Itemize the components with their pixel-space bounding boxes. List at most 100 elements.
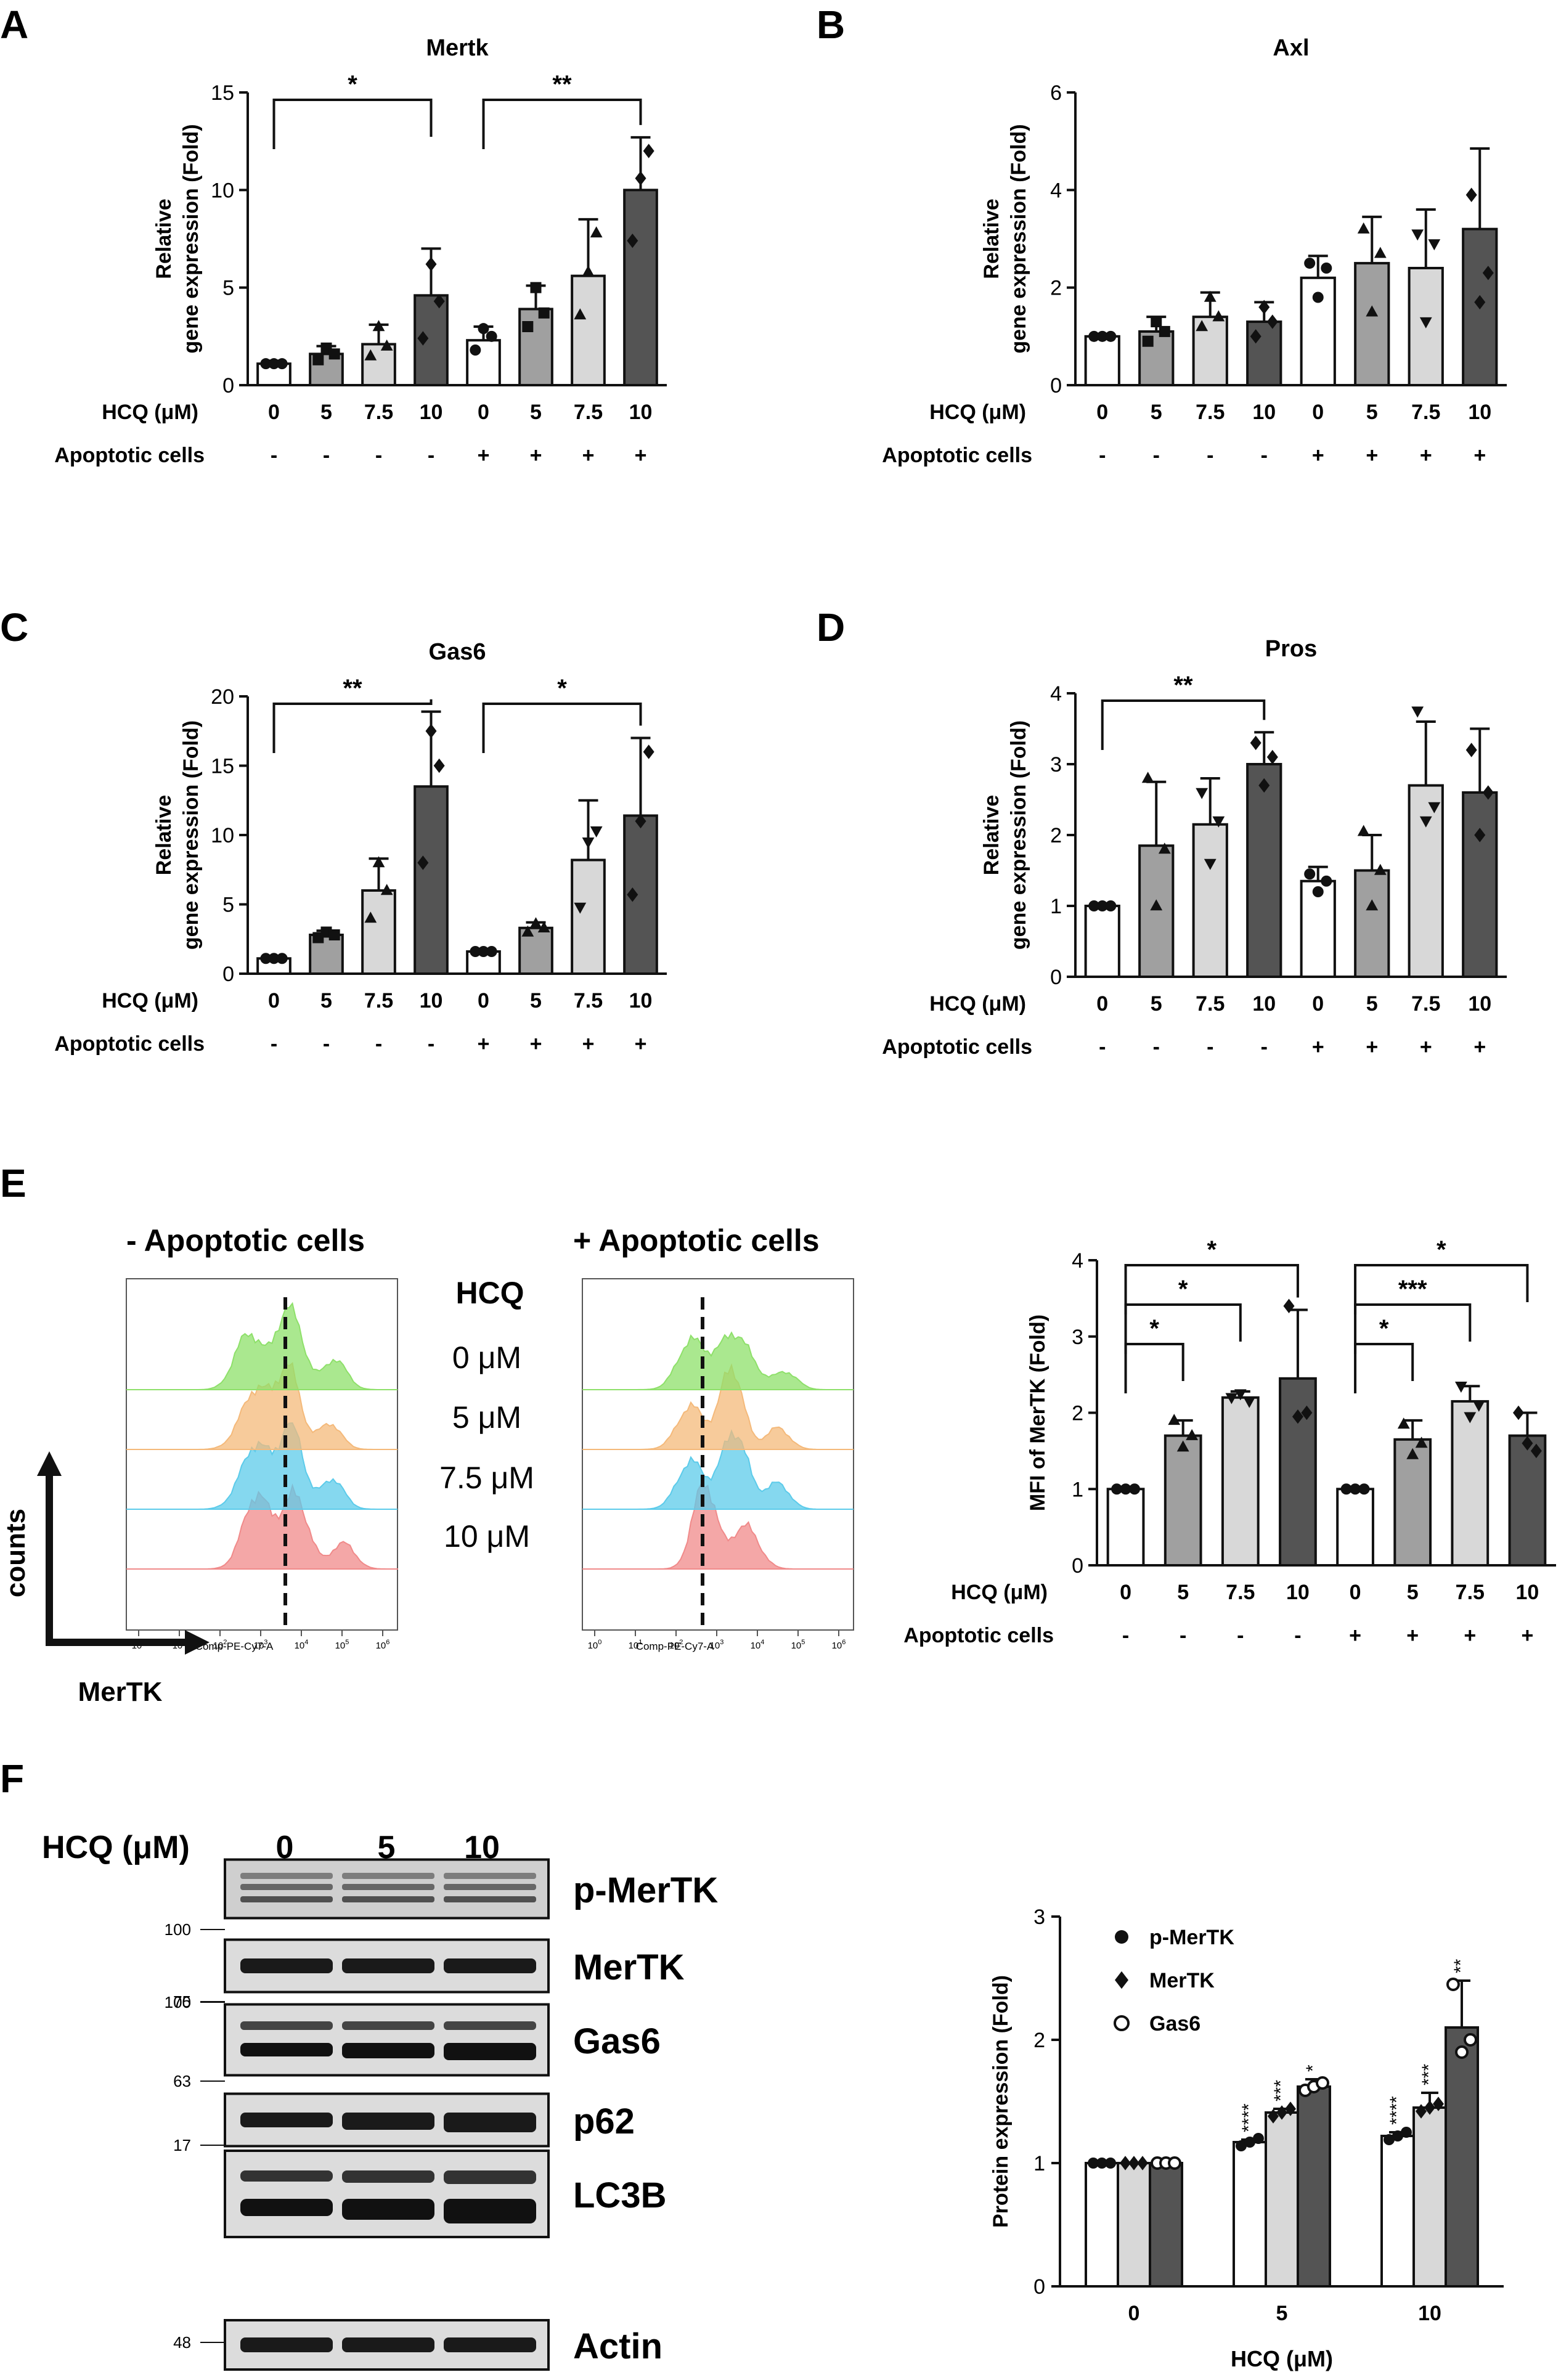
apoptotic-sign: + xyxy=(1349,1624,1361,1647)
blot-band xyxy=(240,1896,333,1902)
y-tick-label: 15 xyxy=(211,755,234,778)
data-point xyxy=(268,358,280,370)
flow-tick-exponent: 3 xyxy=(720,1639,723,1646)
data-point xyxy=(1397,1417,1410,1429)
significance-stars: *** xyxy=(1271,2080,1291,2101)
bar xyxy=(466,339,501,387)
data-point xyxy=(1096,2158,1107,2169)
chart-gas6: Gas6 0 5 10 15 20 Relative gene expression (Fol… xyxy=(54,639,667,1056)
data-point xyxy=(364,911,377,923)
chart-title: Axl xyxy=(1273,35,1309,61)
y-axis-label: gene expression (Fold) xyxy=(1007,720,1030,950)
blot-band xyxy=(240,2043,333,2056)
x-tick-label: 10 xyxy=(1286,1581,1310,1604)
blot-band xyxy=(342,2113,434,2130)
data-point xyxy=(635,171,646,186)
data-point xyxy=(1150,899,1163,911)
bar xyxy=(1233,2141,1267,2288)
hcq-row-label: HCQ (μM) xyxy=(929,401,1026,424)
data-point xyxy=(1168,2156,1181,2170)
significance-bracket xyxy=(272,99,433,149)
bar xyxy=(623,814,658,975)
data-point xyxy=(574,902,587,914)
apoptotic-sign: - xyxy=(271,444,277,467)
band-name: Gas6 xyxy=(573,2021,661,2061)
blot-band xyxy=(342,1896,434,1902)
bar xyxy=(1336,1488,1374,1567)
apoptotic-sign: + xyxy=(635,1032,647,1056)
data-point xyxy=(1482,266,1494,280)
bar xyxy=(1149,2162,1183,2288)
data-point xyxy=(1204,858,1217,870)
x-tick-label: 5 xyxy=(1276,2302,1288,2325)
y-tick-label: 0 xyxy=(1072,1554,1083,1578)
blot-band xyxy=(444,2337,536,2352)
apoptotic-sign: - xyxy=(1207,444,1213,467)
data-point xyxy=(1419,317,1432,328)
flow-tick-label: 100 xyxy=(588,1639,602,1651)
hcq-row-label: HCQ (μM) xyxy=(951,1581,1048,1604)
apoptotic-sign: - xyxy=(1153,1035,1160,1059)
chart-axl: Axl 0 2 4 6 Relative gene expression (Fold) 0 - 5… xyxy=(882,35,1507,467)
bar xyxy=(1462,227,1498,386)
apoptotic-sign: + xyxy=(478,1032,490,1056)
flow-counts-label: counts xyxy=(1,1509,31,1597)
blot-band xyxy=(240,1958,333,1973)
data-point xyxy=(574,308,587,320)
data-point xyxy=(1105,900,1117,911)
apoptotic-sign: + xyxy=(1312,1035,1324,1059)
x-tick-label: 10 xyxy=(1418,2302,1441,2325)
significance-stars: * xyxy=(1149,1315,1159,1342)
bar xyxy=(1408,784,1444,978)
x-tick-label: 10 xyxy=(1468,992,1491,1016)
x-tick-label: 0 xyxy=(268,989,280,1013)
flow-dose-3: 10 μM xyxy=(444,1519,530,1554)
data-point xyxy=(486,330,497,342)
data-point xyxy=(328,929,340,940)
apoptotic-sign: + xyxy=(1420,444,1432,467)
bar xyxy=(1462,791,1498,978)
x-tick-label: 10 xyxy=(1252,401,1276,424)
y-axis-label: Protein expression (Fold) xyxy=(989,1975,1013,2228)
apoptotic-sign: - xyxy=(428,444,434,467)
bar xyxy=(1164,1434,1202,1567)
apoptotic-sign: + xyxy=(582,1032,595,1056)
flow-hcq-header: HCQ xyxy=(455,1276,524,1310)
x-tick-label: 7.5 xyxy=(1226,1581,1255,1604)
hcq-row-label: HCQ (μM) xyxy=(929,992,1026,1016)
x-tick-label: 5 xyxy=(530,401,542,424)
bar xyxy=(1297,2085,1331,2288)
data-point xyxy=(417,331,429,346)
x-tick-label: 7.5 xyxy=(1456,1581,1485,1604)
blot-band xyxy=(342,1958,434,1973)
data-point xyxy=(1411,706,1424,718)
blot-band xyxy=(444,2043,536,2060)
data-point xyxy=(372,856,385,868)
y-tick-label: 4 xyxy=(1050,682,1062,706)
data-point xyxy=(1366,305,1379,317)
x-tick-label: 0 xyxy=(1096,992,1108,1016)
significance-stars: * xyxy=(1207,1236,1217,1263)
x-tick-label: 0 xyxy=(478,401,489,424)
data-point xyxy=(1088,900,1100,911)
flow-axis-label-left: Comp-PE-Cy7-A xyxy=(195,1640,274,1652)
x-tick-label: 0 xyxy=(1312,992,1324,1016)
y-axis-label: gene expression (Fold) xyxy=(179,720,203,950)
flow-right-title: + Apoptotic cells xyxy=(573,1223,820,1258)
apoptotic-sign: + xyxy=(530,444,542,467)
x-tick-label: 10 xyxy=(420,401,443,424)
x-tick-label: 0 xyxy=(268,401,280,424)
significance-bracket xyxy=(1354,1303,1472,1354)
legend-marker xyxy=(1114,2015,1130,2031)
data-point xyxy=(1401,2127,1412,2138)
data-point xyxy=(1340,1483,1352,1495)
data-point xyxy=(537,921,550,932)
significance-bracket xyxy=(1124,1343,1184,1393)
data-point xyxy=(1196,320,1208,332)
blot-band xyxy=(444,1958,536,1973)
data-point xyxy=(1316,2076,1329,2090)
x-tick-label: 7.5 xyxy=(364,401,393,424)
molecular-weight: 100 xyxy=(165,1920,191,1939)
x-tick-label: 10 xyxy=(629,989,653,1013)
